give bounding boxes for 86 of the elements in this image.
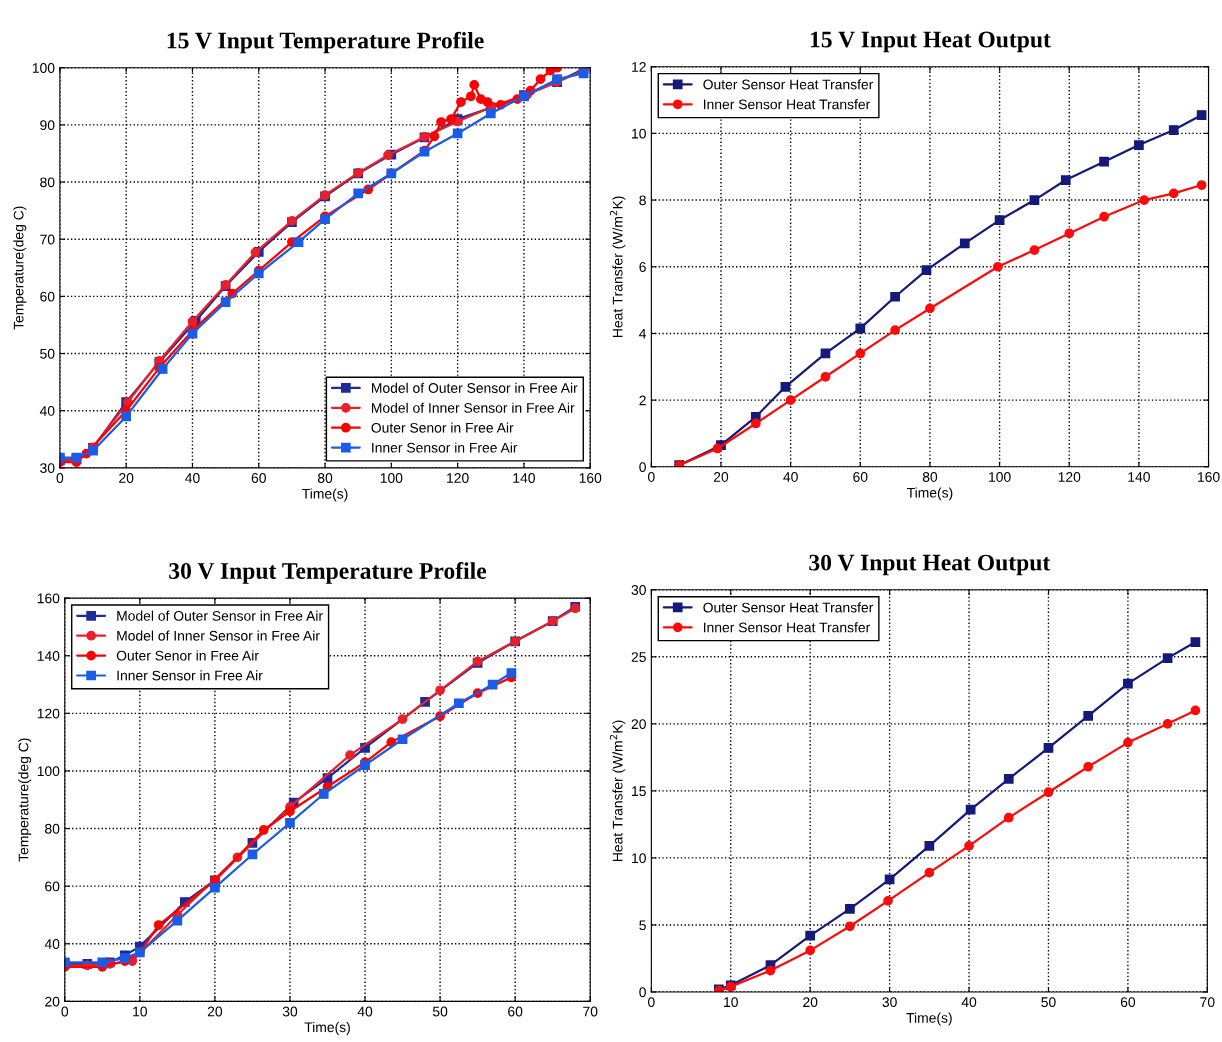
x-axis-title: Time(s) [302,488,348,502]
chart-title: 15 V Input Temperature Profile [167,31,484,54]
y-tick-label: 100 [32,63,55,73]
y-tick-label: 50 [40,348,55,359]
y-tick-label: 140 [37,651,60,661]
x-tick-label: 70 [583,1006,598,1017]
x-tick-label: 100 [989,472,1011,482]
legend-label: Inner Sensor Heat Transfer [704,622,871,633]
y-tick-label: 40 [39,406,55,416]
y-tick-label: 60 [45,881,60,892]
legend-label: Inner Sensor in Free Air [117,670,263,681]
y-tick-label: 30 [40,463,55,474]
x-axis-title: Time(s) [906,487,953,501]
x-tick-label: 10 [724,997,738,1008]
y-tick-label: 4 [639,328,647,339]
x-tick-label: 20 [713,472,729,482]
y-tick-label: 0 [639,462,646,472]
y-tick-label: 30 [631,585,646,595]
legend-label: Outer Senor in Free Air [371,422,514,433]
x-tick-label: 60 [251,473,266,483]
y-tick-label: 8 [639,195,646,206]
x-axis-title: Time(s) [906,1012,952,1026]
y-tick-label: 70 [40,234,55,245]
x-tick-label: 10 [133,1006,148,1017]
x-tick-label: 60 [1120,997,1136,1008]
chart-title: 15 V Input Heat Output [810,31,1051,53]
y-tick-label: 5 [639,920,646,931]
x-tick-label: 20 [207,1006,223,1017]
legend-label: Model of Outer Sensor in Free Air [371,382,578,393]
x-tick-label: 140 [1128,472,1150,482]
x-tick-label: 140 [513,473,535,483]
y-tick-label: 100 [37,766,60,777]
legend-label: Outer Sensor Heat Transfer [703,79,874,90]
y-tick-label: 120 [37,708,60,719]
y-tick-label: 2 [639,395,646,406]
y-axis-title: Temperature(deg C) [13,206,27,330]
x-axis-title: Time(s) [304,1021,350,1035]
y-tick-label: 40 [44,939,60,949]
legend-label: Inner Sensor in Free Air [372,442,518,453]
x-tick-label: 80 [922,472,938,482]
x-tick-label: 160 [579,473,602,483]
x-tick-label: 30 [282,1006,298,1017]
legend-label: Model of Inner Sensor in Free Air [117,630,320,641]
y-tick-label: 10 [632,128,646,139]
x-tick-label: 50 [1041,997,1056,1008]
y-tick-label: 60 [40,291,55,302]
x-tick-label: 50 [432,1006,448,1017]
legend-label: Model of Inner Sensor in Free Air [371,402,575,413]
y-tick-label: 0 [639,987,646,998]
y-tick-label: 160 [37,593,60,604]
x-tick-label: 20 [803,997,818,1008]
legend-label: Inner Sensor Heat Transfer [704,99,871,110]
y-axis-title: Temperature(deg C) [18,738,32,862]
x-tick-label: 60 [508,1006,523,1017]
x-tick-label: 120 [1058,472,1081,482]
x-tick-label: 60 [853,472,868,482]
y-tick-label: 80 [45,823,60,834]
chart-title: 30 V Input Temperature Profile [169,562,487,584]
y-tick-label: 20 [631,719,646,730]
x-tick-label: 40 [961,997,977,1008]
y-tick-label: 80 [40,177,55,188]
y-tick-label: 25 [631,652,646,662]
x-tick-label: 160 [1198,472,1220,482]
y-tick-label: 10 [632,853,646,864]
x-tick-label: 40 [357,1006,373,1017]
x-tick-label: 80 [317,473,333,483]
x-tick-label: 20 [119,473,134,483]
x-tick-label: 0 [648,997,655,1008]
x-tick-label: 0 [648,472,655,482]
x-tick-label: 30 [882,997,897,1008]
x-tick-label: 100 [380,473,403,483]
y-tick-label: 12 [632,62,646,72]
y-tick-label: 15 [632,786,646,797]
x-tick-label: 40 [783,472,798,482]
legend-label: Outer Sensor Heat Transfer [703,602,874,613]
legend-label: Model of Outer Sensor in Free Air [117,610,323,621]
x-tick-label: 0 [61,1006,69,1017]
x-tick-label: 120 [447,473,469,483]
legend-label: Outer Senor in Free Air [116,650,259,661]
y-axis-title: Heat Transfer (W/m$^{2}$K) [609,196,626,337]
y-tick-label: 90 [40,120,55,131]
y-axis-title: Heat Transfer (W/m$^{2}$K) [609,720,626,862]
y-tick-label: 6 [639,262,646,272]
x-tick-label: 40 [185,473,200,483]
chart-title: 30 V Input Heat Output [809,554,1051,576]
x-tick-label: 70 [1200,997,1215,1008]
